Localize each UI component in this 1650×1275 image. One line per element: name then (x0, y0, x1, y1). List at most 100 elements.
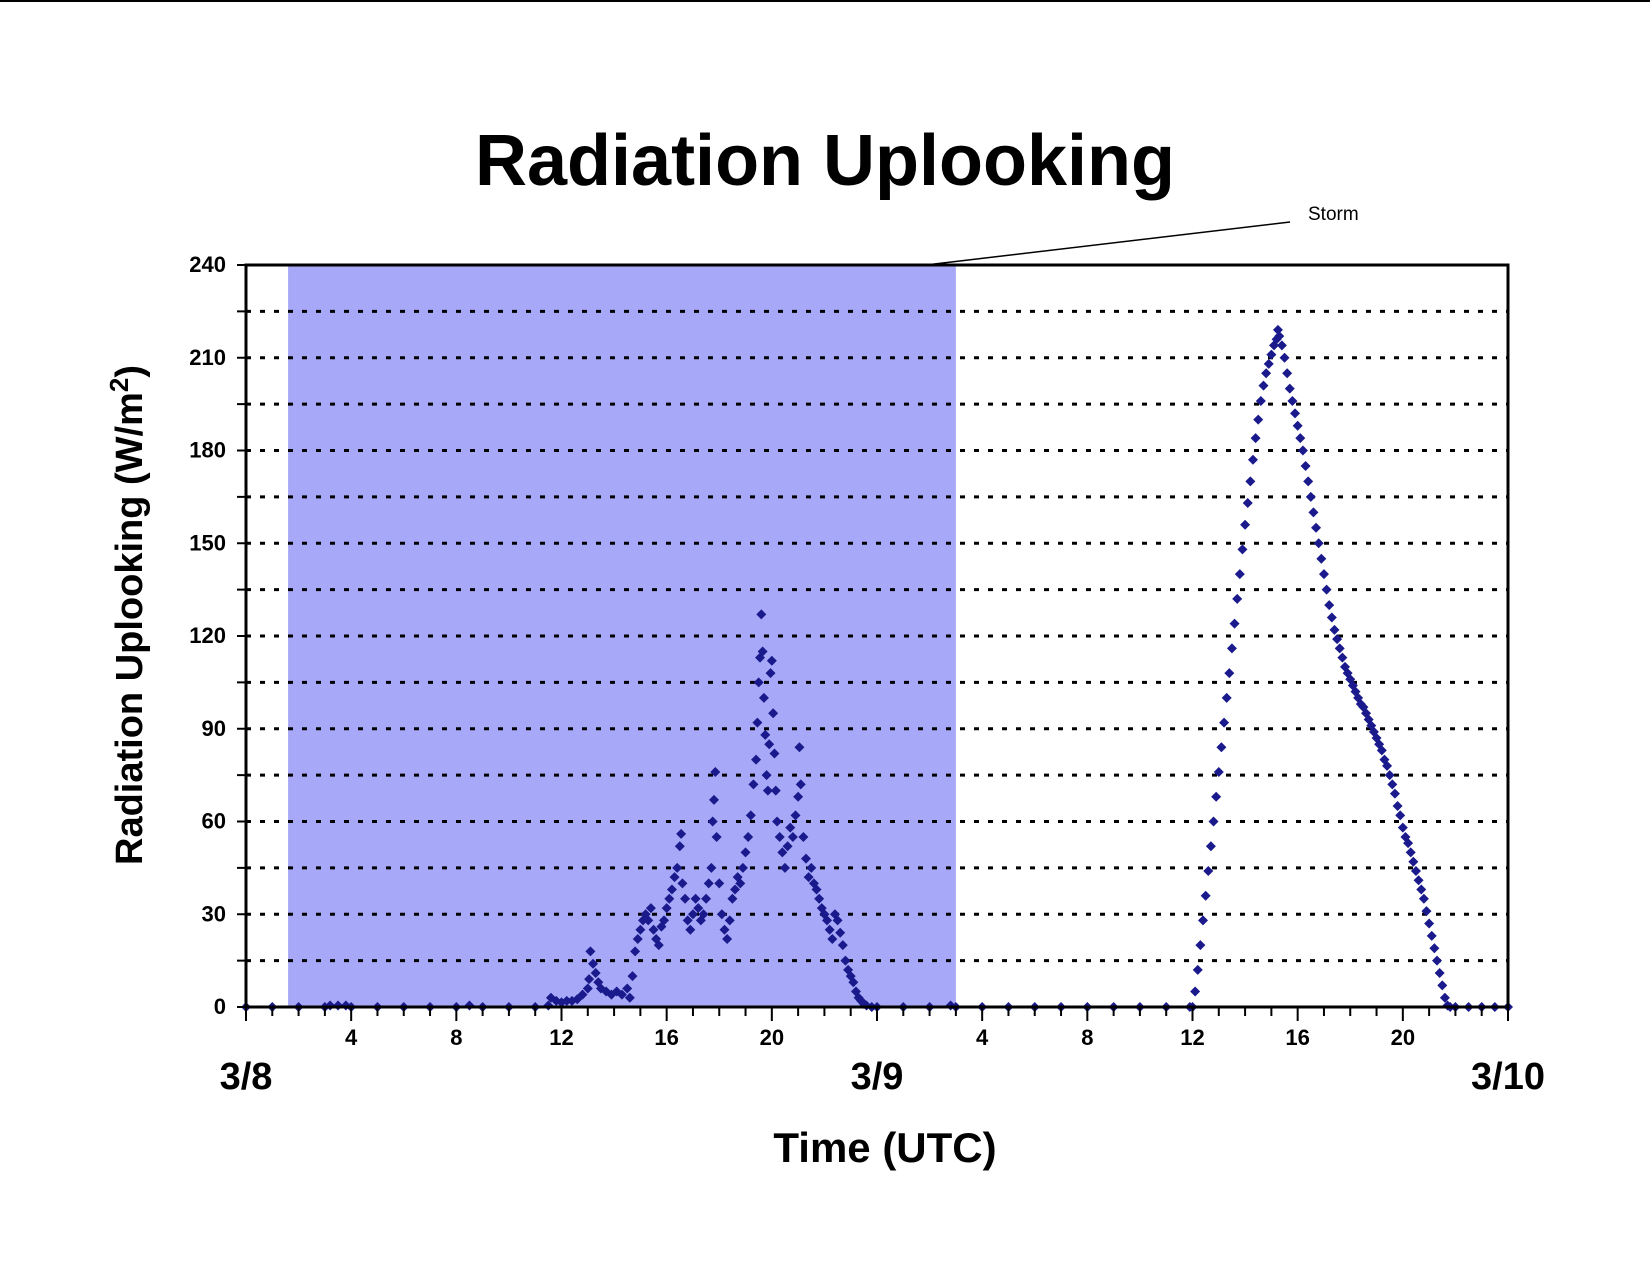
data-point (630, 946, 641, 957)
data-point (1321, 584, 1332, 595)
data-point (822, 915, 833, 926)
x-tick-label: 12 (1180, 1025, 1204, 1050)
data-point (793, 791, 804, 802)
data-point (1403, 838, 1414, 849)
data-point (664, 893, 675, 904)
data-point (1387, 779, 1398, 790)
data-point (674, 841, 685, 852)
data-point (722, 933, 733, 944)
data-point (588, 958, 599, 969)
data-point (1240, 519, 1251, 530)
x-tick-label: 12 (549, 1025, 573, 1050)
data-point (1429, 943, 1440, 954)
data-point (1424, 918, 1435, 929)
data-point (1434, 967, 1445, 978)
x-tick-label: 8 (450, 1025, 462, 1050)
data-point (1318, 569, 1329, 580)
data-point (1303, 476, 1314, 487)
data-point (1311, 522, 1322, 533)
data-point (648, 924, 659, 935)
data-point (827, 933, 838, 944)
data-point (1232, 593, 1243, 604)
data-point (1395, 810, 1406, 821)
data-point (777, 847, 788, 858)
data-point (1410, 865, 1421, 876)
data-point (811, 884, 822, 895)
data-point (622, 983, 633, 994)
y-axis-title: Radiation Uplooking (W/m2) (104, 365, 151, 865)
data-point (785, 822, 796, 833)
data-point (1384, 770, 1395, 781)
y-tick-label: 90 (202, 716, 226, 741)
data-point (716, 909, 727, 920)
data-point (1408, 856, 1419, 867)
data-point (803, 872, 814, 883)
data-point (1421, 906, 1432, 917)
data-point (753, 677, 764, 688)
data-point (743, 831, 754, 842)
chart-title: Radiation Uplooking (475, 121, 1175, 201)
data-point (794, 742, 805, 753)
data-point (814, 893, 825, 904)
data-point (1308, 507, 1319, 518)
data-point (577, 989, 588, 1000)
data-point (1205, 841, 1216, 852)
data-point (1216, 742, 1227, 753)
top-border-line (0, 0, 1650, 2)
y-tick-label: 120 (189, 623, 226, 648)
data-point (1224, 668, 1235, 679)
x-tick-label: 20 (760, 1025, 784, 1050)
x-tick-label: 16 (654, 1025, 678, 1050)
data-point (561, 995, 572, 1006)
data-point (1245, 476, 1256, 487)
data-point (1329, 624, 1340, 635)
data-point (632, 933, 643, 944)
data-point (1334, 643, 1345, 654)
data-point (832, 915, 843, 926)
data-point (745, 810, 756, 821)
data-point (761, 770, 772, 781)
data-point (677, 878, 688, 889)
data-point (762, 785, 773, 796)
data-point (710, 767, 721, 778)
data-point (582, 983, 593, 994)
data-point (1405, 847, 1416, 858)
data-point (760, 729, 771, 740)
data-point (837, 940, 848, 951)
data-point (751, 754, 762, 765)
data-point (661, 903, 672, 914)
data-point (1198, 915, 1209, 926)
data-point (1237, 544, 1248, 555)
data-point (769, 748, 780, 759)
y-tick-label: 210 (189, 345, 226, 370)
x-tick-label: 20 (1391, 1025, 1415, 1050)
data-point (727, 893, 738, 904)
data-point (801, 853, 812, 864)
data-point (1226, 643, 1237, 654)
data-point (1313, 538, 1324, 549)
data-point (764, 739, 775, 750)
data-point (659, 915, 670, 926)
x-tick-label: 4 (976, 1025, 989, 1050)
data-point (735, 878, 746, 889)
data-point (682, 915, 693, 926)
data-point (758, 692, 769, 703)
data-point (703, 878, 714, 889)
data-point (1287, 396, 1298, 407)
data-point (714, 878, 725, 889)
data-point (708, 794, 719, 805)
data-point (693, 903, 704, 914)
data-point (1332, 634, 1343, 645)
data-point (1250, 433, 1261, 444)
data-point (1326, 612, 1337, 623)
storm-annotation-label: Storm (1308, 204, 1359, 225)
storm-band-layer (288, 265, 956, 1007)
y-tick-label: 60 (202, 809, 226, 834)
data-point (1282, 368, 1293, 379)
grid-layer (246, 309, 1508, 963)
data-point (676, 828, 687, 839)
data-point (1190, 986, 1201, 997)
data-point (766, 655, 777, 666)
data-point (1234, 569, 1245, 580)
